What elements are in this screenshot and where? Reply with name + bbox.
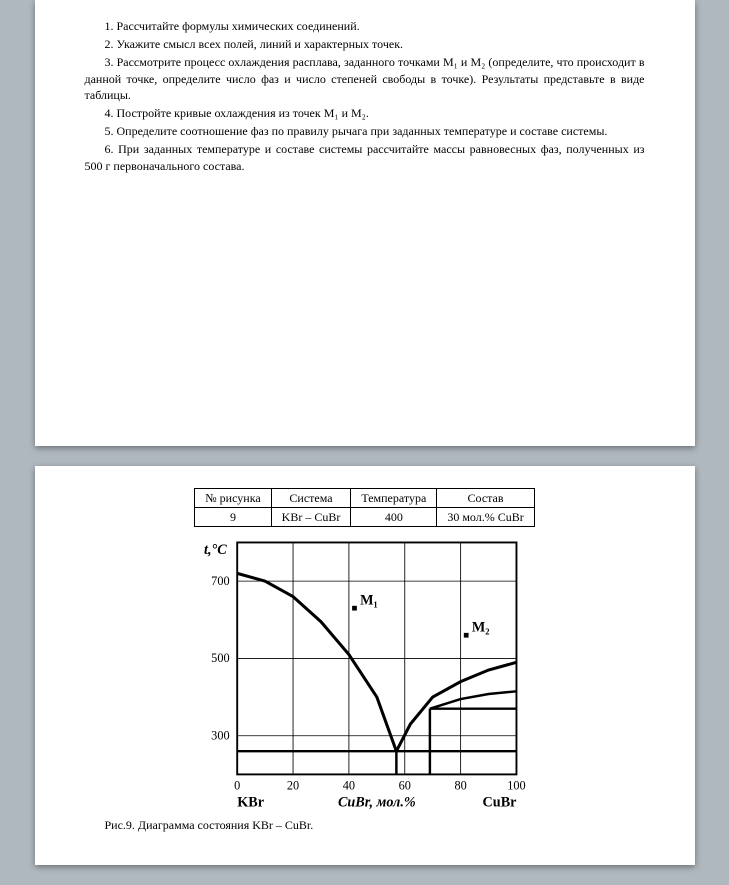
task-1: 1. Рассчитайте формулы химических соедин… <box>85 18 645 34</box>
td-temp: 400 <box>351 507 437 526</box>
task-3: 3. Рассмотрите процесс охлаждения распла… <box>85 54 645 103</box>
task-2: 2. Укажите смысл всех полей, линий и хар… <box>85 36 645 52</box>
svg-text:300: 300 <box>211 729 229 743</box>
th-fig: № рисунка <box>195 488 271 507</box>
parameters-table: № рисунка Система Температура Состав 9 K… <box>194 488 535 527</box>
svg-text:0: 0 <box>234 779 240 793</box>
td-comp: 30 мол.% CuBr <box>437 507 534 526</box>
table-row: 9 KBr – CuBr 400 30 мол.% CuBr <box>195 507 535 526</box>
page-1: 1. Рассчитайте формулы химических соедин… <box>35 0 695 446</box>
svg-text:40: 40 <box>342 779 354 793</box>
task-5: 5. Определите соотношение фаз по правилу… <box>85 123 645 139</box>
svg-text:80: 80 <box>454 779 466 793</box>
svg-text:500: 500 <box>211 651 229 665</box>
svg-text:60: 60 <box>398 779 410 793</box>
svg-text:M₁: M₁ <box>360 592 378 608</box>
figure-caption: Рис.9. Диаграмма состояния KBr – CuBr. <box>85 817 645 833</box>
th-comp: Состав <box>437 488 534 507</box>
svg-text:700: 700 <box>211 574 229 588</box>
th-sys: Система <box>271 488 351 507</box>
td-sys: KBr – CuBr <box>271 507 351 526</box>
svg-text:CuBr, мол.%: CuBr, мол.% <box>337 795 415 811</box>
td-fig: 9 <box>195 507 271 526</box>
page-2: № рисунка Система Температура Состав 9 K… <box>35 466 695 866</box>
svg-text:t,°C: t,°C <box>204 542 227 558</box>
svg-text:KBr: KBr <box>237 795 264 811</box>
svg-text:20: 20 <box>286 779 298 793</box>
svg-text:M₂: M₂ <box>471 620 489 636</box>
task-4: 4. Постройте кривые охлаждения из точек … <box>85 105 645 121</box>
task-6: 6. При заданных температуре и составе си… <box>85 141 645 173</box>
phase-diagram: 0 20 40 60 80 100 300 500 700 M₁ M₂ t,°C CuBr, мол.%… <box>185 533 545 817</box>
svg-text:100: 100 <box>507 779 525 793</box>
th-temp: Температура <box>351 488 437 507</box>
table-row: № рисунка Система Температура Состав <box>195 488 535 507</box>
svg-text:CuBr: CuBr <box>482 795 516 811</box>
